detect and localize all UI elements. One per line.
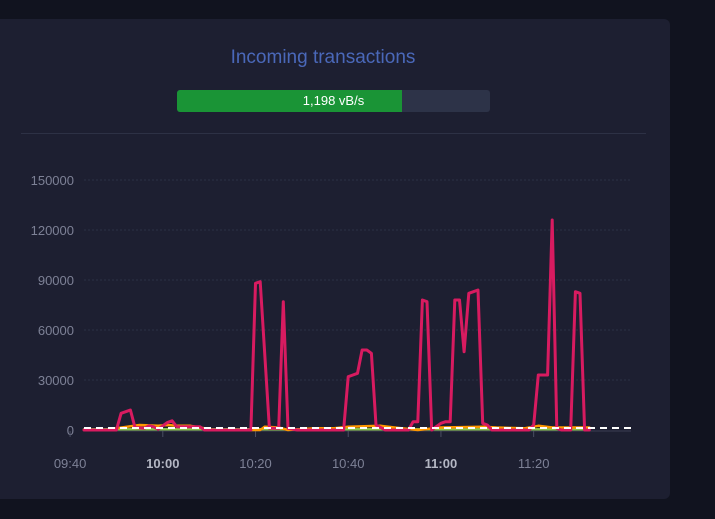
series-line-main [82, 218, 591, 432]
page-title: Incoming transactions [230, 47, 416, 68]
y-tick-label: 150000 [31, 173, 74, 188]
y-tick-label: 0 [67, 423, 74, 438]
x-tick-label: 11:00 [425, 456, 458, 471]
progress-bar: 1,198 vB/s [177, 90, 490, 112]
progress-label: 1,198 vB/s [302, 93, 365, 108]
y-tick-label: 60000 [38, 323, 74, 338]
x-tick-label: 09:40 [54, 456, 87, 471]
divider [21, 133, 646, 134]
x-tick-label: 10:20 [239, 456, 272, 471]
progress-fill [177, 90, 403, 112]
card: Incoming transactions 1,198 vB/s [0, 19, 670, 499]
x-tick-label: 10:00 [146, 456, 179, 471]
y-tick-label: 30000 [38, 373, 74, 388]
y-tick-label: 120000 [31, 223, 74, 238]
x-tick-label: 11:20 [518, 456, 550, 471]
x-tick-label: 10:40 [332, 456, 365, 471]
y-tick-label: 90000 [38, 273, 74, 288]
